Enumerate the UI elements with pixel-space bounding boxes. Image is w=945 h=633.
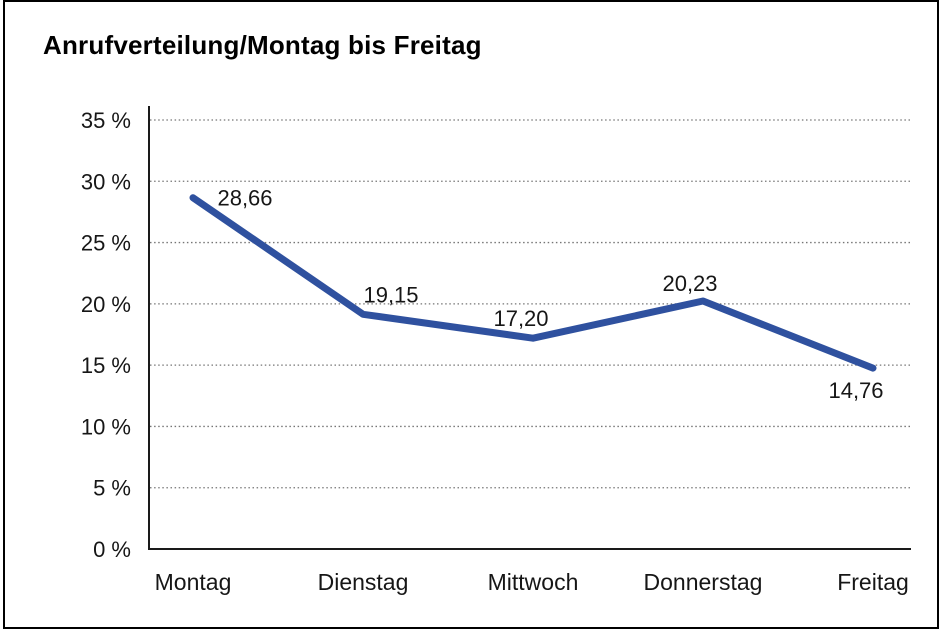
x-category-label: Dienstag [318, 569, 409, 595]
y-tick-label: 10 % [81, 414, 131, 439]
data-point-label: 14,76 [828, 378, 883, 403]
data-point-label: 19,15 [363, 282, 418, 307]
y-tick-label: 35 % [81, 108, 131, 133]
y-tick-label: 25 % [81, 231, 131, 256]
y-tick-label: 15 % [81, 353, 131, 378]
x-category-label: Mittwoch [488, 569, 579, 595]
data-point-label: 17,20 [493, 306, 548, 331]
data-line [189, 194, 877, 372]
x-category-label: Montag [155, 569, 232, 595]
data-point-label: 28,66 [217, 186, 272, 211]
y-tick-label: 0 % [93, 537, 131, 562]
line-chart: 0 % 5 % 10 % 15 % 20 % 25 % 30 % 35 % Montag Dien… [81, 106, 911, 595]
chart-frame: Anrufverteilung/Montag bis Freitag 0 % 5 … [3, 0, 939, 629]
x-category-label: Freitag [837, 569, 909, 595]
y-tick-label: 30 % [81, 169, 131, 194]
x-category-label: Donnerstag [644, 569, 763, 595]
y-tick-label: 20 % [81, 292, 131, 317]
chart-title: Anrufverteilung/Montag bis Freitag [43, 30, 482, 60]
y-tick-label: 5 % [93, 476, 131, 501]
data-point-label: 20,23 [662, 271, 717, 296]
